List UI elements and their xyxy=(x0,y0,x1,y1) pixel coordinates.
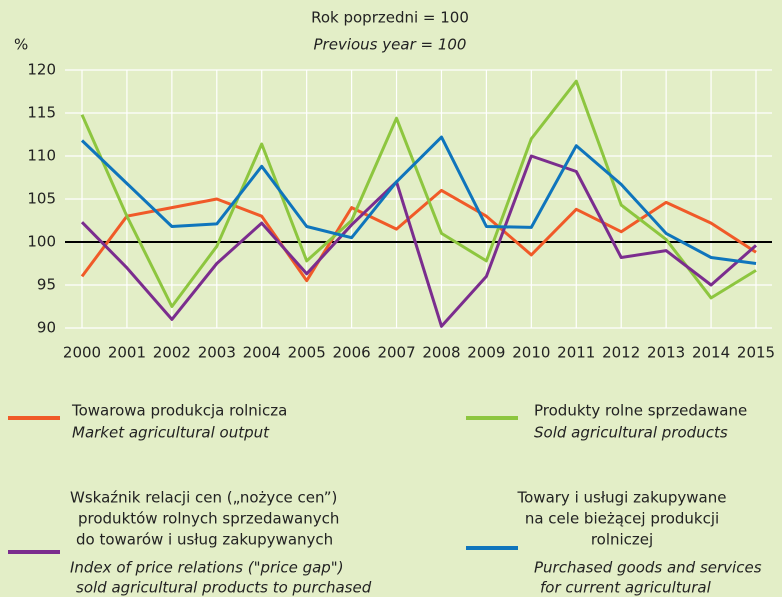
x-tick-label: 2000 xyxy=(63,344,101,362)
legend-label: rolniczej xyxy=(591,531,653,549)
legend-label-en: Sold agricultural products xyxy=(534,424,728,442)
legend-label-en: Purchased goods and services xyxy=(534,559,762,577)
legend-label-en: Market agricultural output xyxy=(72,424,270,442)
series-line xyxy=(80,79,757,308)
y-tick-label: 120 xyxy=(27,61,56,79)
y-tick-label: 100 xyxy=(27,233,56,251)
x-tick-label: 2012 xyxy=(602,344,640,362)
legend-label: produktów rolnych sprzedawanych xyxy=(78,510,339,528)
x-tick-label: 2007 xyxy=(377,344,415,362)
y-tick-label: 90 xyxy=(37,319,56,337)
y-tick-label: 110 xyxy=(27,147,56,165)
legend-label-en: Index of price relations ("price gap") xyxy=(70,559,344,577)
legend-label-en: sold agricultural products to purchased xyxy=(76,579,372,597)
x-tick-label: 2003 xyxy=(198,344,236,362)
legend-label: do towarów i usług zakupywanych xyxy=(76,531,333,549)
y-tick-label: 115 xyxy=(27,104,56,122)
legend-label: Towarowa produkcja rolnicza xyxy=(71,402,287,420)
x-tick-label: 2008 xyxy=(422,344,460,362)
x-tick-label: 2014 xyxy=(692,344,730,362)
x-tick-label: 2006 xyxy=(333,344,371,362)
y-tick-label: 95 xyxy=(37,276,56,294)
legend-label: Towary i usługi zakupywane xyxy=(517,489,727,507)
x-tick-label: 2013 xyxy=(647,344,685,362)
series-line xyxy=(80,188,757,283)
legend-label-en: for current agricultural xyxy=(540,579,712,597)
y-tick-label: 105 xyxy=(27,190,56,208)
y-axis-label: % xyxy=(14,36,28,54)
x-tick-label: 2001 xyxy=(108,344,146,362)
x-tick-label: 2009 xyxy=(467,344,505,362)
x-tick-label: 2004 xyxy=(243,344,281,362)
series-line xyxy=(80,135,757,265)
legend-label: na cele bieżącej produkcji xyxy=(525,510,719,528)
series-line xyxy=(80,154,757,328)
subtitle: Rok poprzedni = 100 xyxy=(311,9,469,27)
x-tick-label: 2002 xyxy=(153,344,191,362)
x-tick-label: 2015 xyxy=(737,344,775,362)
subtitle-en: Previous year = 100 xyxy=(314,36,467,54)
x-tick-label: 2005 xyxy=(288,344,326,362)
x-tick-label: 2011 xyxy=(557,344,595,362)
legend-label: Produkty rolne sprzedawane xyxy=(534,402,747,420)
x-tick-label: 2010 xyxy=(512,344,550,362)
legend-label: Wskaźnik relacji cen („nożyce cen”) xyxy=(70,489,337,507)
